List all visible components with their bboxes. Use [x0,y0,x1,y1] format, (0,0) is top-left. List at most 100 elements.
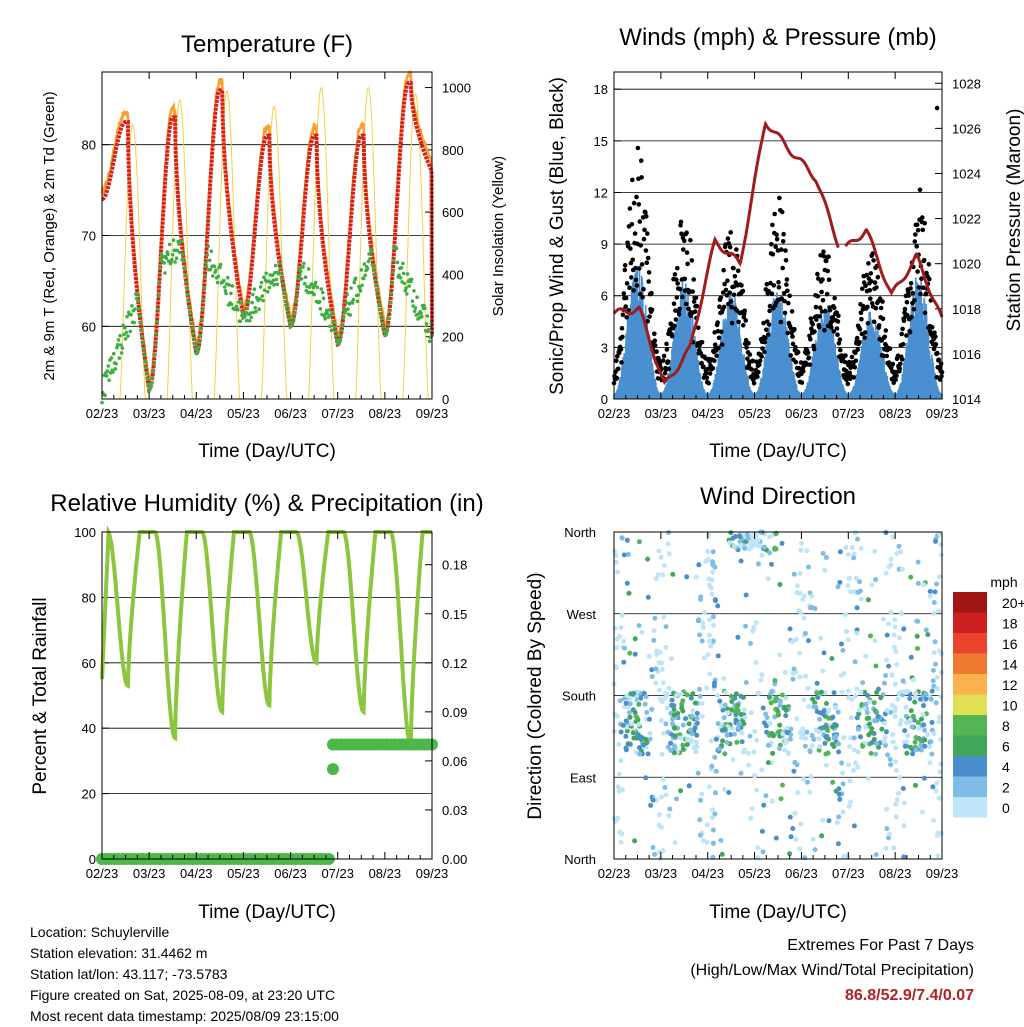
direction-point [921,582,927,588]
direction-point [791,768,797,774]
gust-point [747,352,753,357]
direction-point [765,576,771,582]
gust-point [633,277,639,283]
direction-point [653,576,659,582]
direction-point [826,818,832,824]
dewpoint-point [285,308,290,313]
direction-point [936,714,942,720]
dewpoint-point [355,299,360,304]
direction-point [778,796,784,802]
dewpoint-point [279,271,283,276]
gust-point [735,268,741,274]
gust-point [664,341,669,347]
direction-point [901,800,907,806]
direction-point [836,741,841,747]
direction-point [820,817,826,823]
gust-point [929,324,935,330]
direction-point [628,691,634,697]
dewpoint-point [181,252,185,256]
direction-point [937,531,943,537]
direction-point [934,581,940,587]
direction-point [699,638,705,644]
direction-point [674,796,679,802]
direction-point [660,776,666,782]
gust-point [787,293,792,299]
gust-point [620,312,626,318]
gust-point [710,365,716,371]
direction-point [802,743,808,749]
direction-point [713,768,719,774]
dewpoint-point [376,298,381,303]
gust-point [616,350,622,356]
gust-point [641,236,647,242]
direction-point [894,551,900,556]
direction-point [889,672,895,678]
direction-point [784,729,790,735]
direction-point [737,534,743,540]
gust-point [639,175,644,180]
direction-point [714,693,720,699]
gust-point [639,262,645,267]
dewpoint-point [361,276,366,281]
gust-point [672,272,678,277]
direction-ylabel: Direction (Colored By Speed) [525,572,546,819]
direction-point [836,791,842,797]
direction-point [659,699,665,705]
gust-point [619,326,625,331]
x-tick-label: 08/23 [879,866,912,881]
direction-point [672,725,678,731]
direction-point [867,699,873,705]
dewpoint-point [133,307,137,311]
gust-point [915,227,921,233]
gust-point [765,332,771,337]
direction-point [837,549,843,555]
dewpoint-point [411,304,415,308]
direction-point [846,762,851,768]
direction-point [643,775,649,781]
direction-point [710,840,716,846]
direction-point [814,690,820,696]
gust-point [934,375,940,380]
gust-point [674,277,679,282]
direction-point [873,709,879,715]
direction-point [748,641,753,646]
direction-point [710,614,716,620]
dewpoint-point [306,267,311,271]
direction-point [819,833,825,839]
direction-point [728,530,734,536]
dewpoint-point [191,331,195,336]
direction-point [727,540,733,546]
direction-point [615,569,621,575]
gust-point [679,231,684,237]
y-tick-label: 40 [82,721,96,736]
dewpoint-point [311,285,316,290]
direction-point [823,555,829,560]
direction-point [879,726,885,732]
dewpoint-point [362,262,367,266]
gust-point [786,300,791,306]
direction-point [858,546,864,551]
y2-tick-label: 1026 [952,121,981,136]
gust-point [784,282,789,287]
direction-point [900,678,906,684]
x-tick-label: 06/23 [785,406,818,421]
direction-point [893,801,899,807]
gust-point [751,381,757,386]
dewpoint-point [337,340,342,345]
direction-point [697,632,703,638]
direction-point [845,637,851,643]
direction-point [897,721,903,727]
dewpoint-point [338,337,342,342]
direction-point [912,694,918,700]
direction-point [865,776,871,782]
direction-point [873,751,879,757]
gust-point [938,361,944,366]
direction-point [886,835,891,841]
direction-point [804,548,810,554]
direction-point [755,561,761,567]
direction-point [852,589,857,595]
direction-point [862,689,868,695]
direction-point [822,740,828,746]
direction-point [616,771,622,777]
gust-point [935,350,940,356]
